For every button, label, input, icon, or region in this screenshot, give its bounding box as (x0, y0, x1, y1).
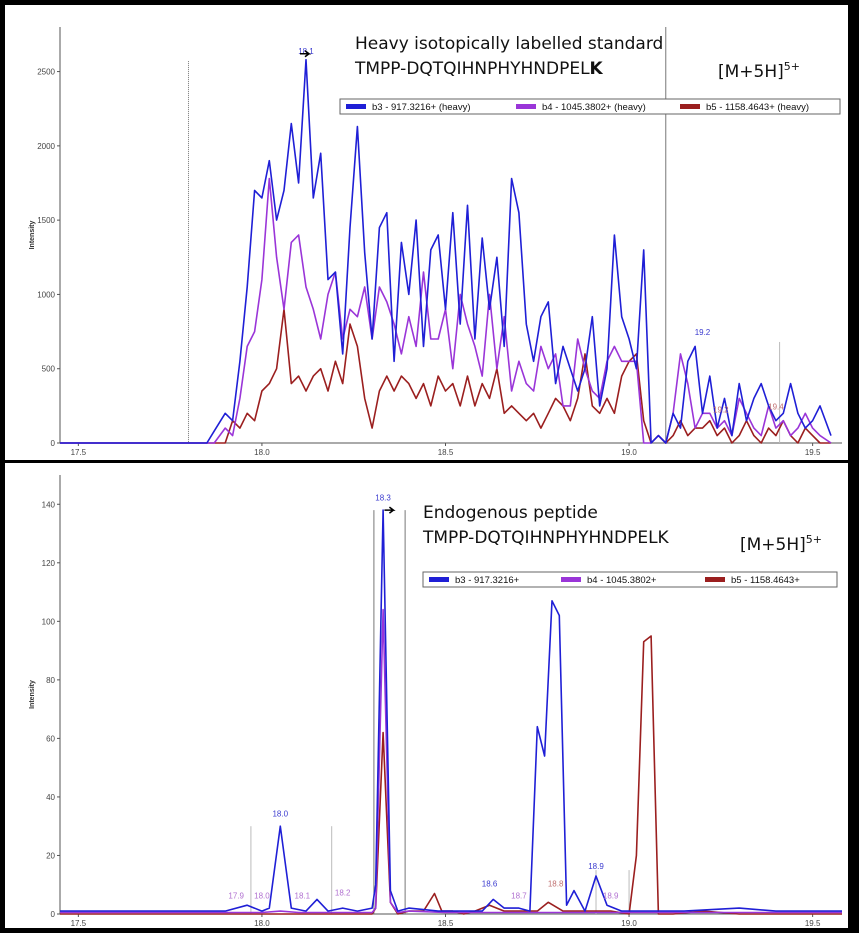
legend-swatch (429, 577, 449, 582)
peak-label: 18.7 (511, 891, 527, 900)
peak-label: 18.2 (335, 888, 351, 897)
legend-entry: b5 - 1158.4643+ (heavy) (706, 102, 809, 113)
apex-arrow (299, 50, 312, 58)
peak-label: 18.6 (482, 880, 498, 889)
legend-swatch (346, 104, 366, 109)
peak-label: 18.0 (254, 891, 270, 900)
x-tick-label: 17.5 (71, 448, 87, 457)
x-tick-label: 18.5 (438, 919, 454, 928)
peak-label: 18.9 (588, 862, 604, 871)
panel-divider (5, 460, 848, 463)
x-tick-label: 18.5 (438, 448, 454, 457)
y-tick-label: 60 (46, 734, 55, 743)
y-tick-label: 1500 (37, 216, 55, 225)
chart-title: Heavy isotopically labelled standard (355, 34, 663, 54)
charge-state-sup: 5+ (806, 533, 822, 546)
x-tick-label: 19.0 (621, 448, 637, 457)
y-tick-label: 20 (46, 851, 55, 860)
legend-entry: b3 - 917.3216+ (heavy) (372, 102, 471, 113)
series-line (60, 509, 842, 912)
charge-state: [M+5H]5+ (718, 60, 800, 82)
peak-label: 18.0 (272, 809, 288, 818)
charge-state-sup: 5+ (784, 60, 800, 73)
y-tick-label: 100 (42, 617, 56, 626)
y-tick-label: 120 (42, 559, 56, 568)
series-line (60, 635, 842, 915)
peak-label: 19.4 (768, 402, 784, 411)
x-tick-label: 17.5 (71, 919, 87, 928)
y-tick-label: 80 (46, 676, 55, 685)
peak-label: 19.2 (713, 405, 729, 414)
peak-label: 18.8 (548, 880, 564, 889)
peak-label: 19.2 (695, 328, 711, 337)
peak-label: 18.9 (603, 891, 619, 900)
y-tick-label: 0 (51, 439, 56, 448)
chart-title: Endogenous peptide (423, 503, 598, 523)
y-tick-label: 2000 (37, 142, 55, 151)
y-tick-label: 1000 (37, 290, 55, 299)
heavy-residue: K (590, 59, 604, 79)
legend-swatch (705, 577, 725, 582)
peak-label: 18.1 (295, 891, 311, 900)
peptide-sequence: TMPP-DQTQIHNPHYHNDPELK (422, 528, 670, 548)
apex-arrow (384, 506, 396, 514)
legend-entry: b5 - 1158.4643+ (731, 575, 800, 586)
x-tick-label: 19.5 (805, 448, 821, 457)
x-tick-label: 18.0 (254, 919, 270, 928)
charge-state: [M+5H]5+ (740, 533, 822, 555)
peptide-sequence: TMPP-DQTQIHNPHYHNDPELK (354, 59, 604, 79)
legend-swatch (680, 104, 700, 109)
series-line (60, 608, 842, 914)
y-axis-label: Intensity (29, 680, 36, 709)
x-tick-label: 19.0 (621, 919, 637, 928)
y-axis-label: Intensity (29, 221, 36, 250)
y-tick-label: 0 (51, 910, 56, 919)
x-tick-label: 18.0 (254, 448, 270, 457)
peak-label: 18.3 (375, 493, 391, 502)
series-line (60, 58, 832, 444)
series-line (60, 308, 831, 444)
legend-entry: b4 - 1045.3802+ (heavy) (542, 102, 646, 113)
x-tick-label: 19.5 (805, 919, 821, 928)
peak-label: 17.9 (228, 891, 244, 900)
y-tick-label: 2500 (37, 68, 55, 77)
legend-entry: b3 - 917.3216+ (455, 575, 520, 586)
legend-swatch (561, 577, 581, 582)
chart-endogenous-peptide: 17.5 18.0 18.5 19.0 19.5 0 20 40 60 80 100 120 140 In… (29, 475, 842, 928)
y-tick-label: 500 (42, 365, 56, 374)
legend-entry: b4 - 1045.3802+ (587, 575, 657, 586)
y-tick-label: 140 (42, 500, 56, 509)
series-line (60, 177, 832, 444)
legend-box (339, 98, 841, 115)
legend-box (422, 571, 838, 588)
y-tick-label: 40 (46, 793, 55, 802)
legend-swatch (516, 104, 536, 109)
chart-heavy-standard: 17.5 18.0 18.5 19.0 19.5 0 500 1000 1500 2000 2500… (29, 27, 842, 457)
